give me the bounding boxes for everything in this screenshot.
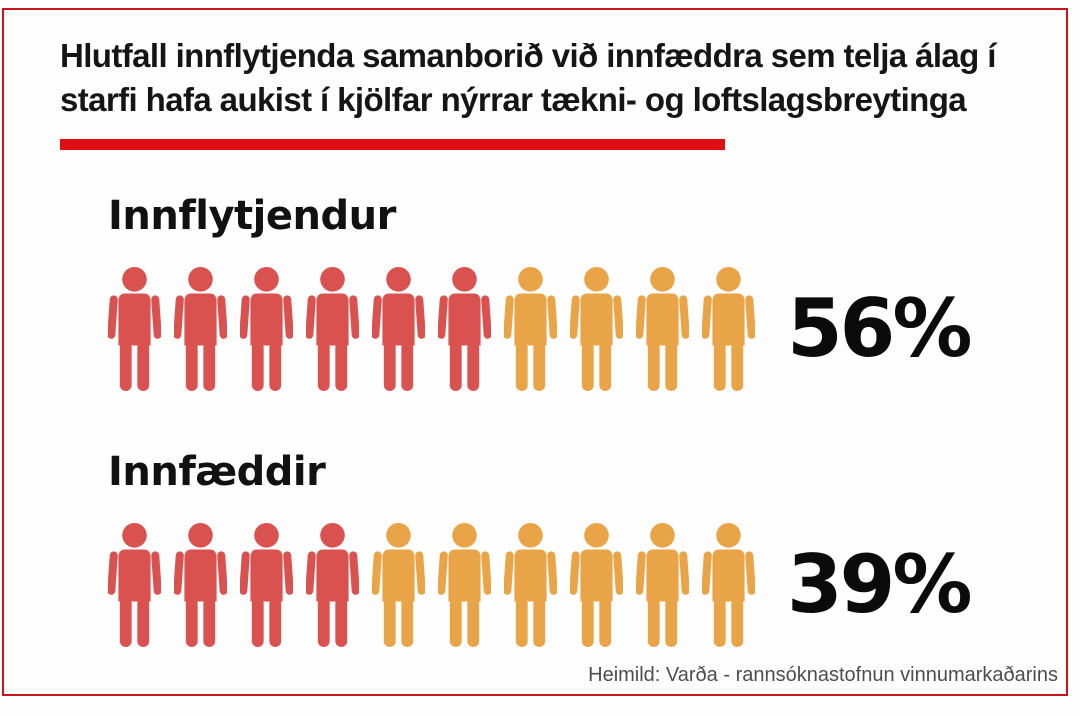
person-icon (636, 266, 689, 391)
person-icon (108, 522, 161, 647)
person-icon (240, 266, 293, 391)
header: Hlutfall innflytjenda samanborið við inn… (60, 34, 1050, 150)
person-icon (702, 522, 755, 647)
source-attribution: Heimild: Varða - rannsóknastofnun vinnum… (588, 664, 1058, 686)
person-icon (570, 266, 623, 391)
person-icon (438, 266, 491, 391)
value-label-innflytjendur: 56% (787, 281, 972, 375)
group-innfaeddir: Innfæddir 39% (108, 448, 972, 647)
title-underline-bar (60, 139, 725, 150)
person-icon (108, 266, 161, 391)
person-icon (306, 522, 359, 647)
person-icon (504, 266, 557, 391)
page-title-line-1: Hlutfall innflytjenda samanborið við inn… (60, 37, 996, 74)
person-icon (240, 522, 293, 647)
person-icon (438, 522, 491, 647)
category-label-innflytjendur: Innflytjendur (108, 193, 396, 239)
person-icon (570, 522, 623, 647)
person-icon (372, 522, 425, 647)
person-icon (636, 522, 689, 647)
category-label-innfaeddir: Innfæddir (108, 449, 326, 495)
page-title: Hlutfall innflytjenda samanborið við inn… (60, 34, 1050, 122)
pictogram-row-innflytjendur: 56% (108, 266, 972, 391)
pictogram-icons (108, 522, 755, 647)
pictogram-row-innfaeddir: 39% (108, 522, 972, 647)
person-icon (306, 266, 359, 391)
page-title-line-2: starfi hafa aukist í kjölfar nýrrar tækn… (60, 81, 967, 118)
person-icon (702, 266, 755, 391)
group-innflytjendur: Innflytjendur 56% (108, 192, 972, 391)
person-icon (372, 266, 425, 391)
person-icon (174, 522, 227, 647)
person-icon (174, 266, 227, 391)
value-label-innfaeddir: 39% (787, 537, 972, 631)
pictogram-icons (108, 266, 755, 391)
person-icon (504, 522, 557, 647)
